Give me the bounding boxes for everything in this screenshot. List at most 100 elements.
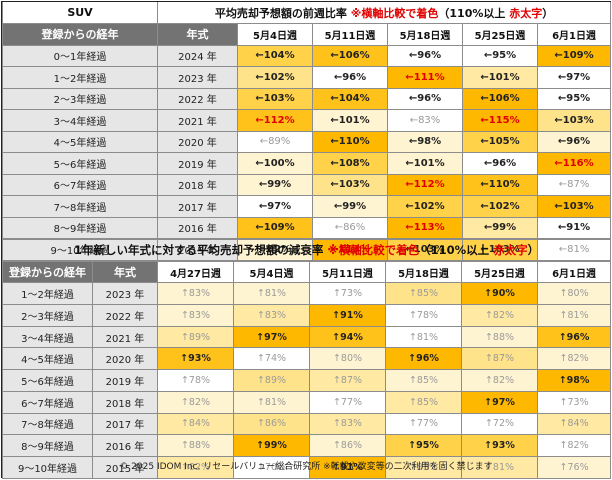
value-cell: ↑97% [461,390,538,414]
value-cell: ←104% [237,44,313,67]
table-row: 7～8年経過 2017 年 ←97% ←99% ←102% ←102% ←103% [2,195,612,218]
table2-title-text: 1年新しい年式に対する平均売却予想額の減衰率 [73,243,324,258]
value-cell: ←103% [536,109,612,132]
col-header-week: 5月11日週 [309,260,386,284]
value-cell: ↑81% [461,455,538,479]
table-row: 5～6年経過 2019 年 ↑78% ↑89% ↑87% ↑85% ↑82% ↑98% [2,369,612,392]
table1-note-red: ※横軸比較で着色 [350,6,439,20]
value-cell: ↑81% [536,304,612,327]
value-cell: ←83% [387,109,463,132]
row-label-year: 2019 年 [92,369,158,392]
table-row: 9～10年経過 2015 年 ↑82% ↑70% ↑91% ↑83% ↑81% ↑76% [2,455,612,479]
row-label-year: 2023 年 [92,282,158,306]
value-cell: ↑74% [233,347,310,371]
value-cell: ↑82% [461,369,538,392]
value-cell: ↑85% [385,390,462,414]
value-cell: ←103% [536,195,612,218]
value-cell: ↑97% [233,325,310,349]
row-label-age: 8～9年経過 [2,434,93,457]
table-row: 2～3年経過 2022 年 ↑83% ↑83% ↑91% ↑78% ↑82% ↑81% [2,304,612,327]
row-label-age: 4～5年経過 [2,347,93,371]
col-header-week: 5月25日週 [461,260,538,284]
value-cell: ←96% [536,130,612,153]
value-cell: ←116% [536,152,612,175]
value-cell: ↑84% [157,412,234,436]
col-header-age: 登録からの経年 [2,260,93,284]
row-label-age: 9～10年経過 [2,455,93,479]
value-cell: ↑73% [309,282,386,306]
col-header-week: 5月18日週 [385,260,462,284]
col-header-week: 5月18日週 [387,23,463,46]
value-cell: ↑82% [536,434,612,457]
value-cell: ←97% [536,66,612,89]
value-cell: ↑91% [309,304,386,327]
value-cell: ↑89% [233,369,310,392]
value-cell: ↑81% [385,325,462,349]
value-cell: ←108% [312,152,388,175]
value-cell: ↑83% [309,412,386,436]
table-row: 4～5年経過 2020 年 ←89% ←110% ←98% ←105% ←96% [2,130,612,153]
row-label-year: 2016 年 [92,434,158,457]
table2-title: 1年新しい年式に対する平均売却予想額の減衰率 ※横軸比較で着色（110%以上 赤… [2,239,611,262]
col-header-year: 年式 [157,23,238,46]
value-cell: ↑86% [233,412,310,436]
row-label-year: 2021 年 [92,325,158,349]
category-label: SUV [2,2,158,24]
value-cell: ←109% [237,216,313,239]
value-cell: ↑70% [233,455,310,479]
value-cell: ←101% [462,66,538,89]
table-row: 7～8年経過 2017 年 ↑84% ↑86% ↑83% ↑77% ↑72% ↑84% [2,412,612,436]
value-cell: ↑98% [536,369,612,392]
value-cell: ←113% [387,216,463,239]
value-cell: ↑82% [461,304,538,327]
table-row: 1～2年経過 2023 年 ←102% ←96% ←111% ←101% ←97% [2,66,612,89]
value-cell: ←110% [462,173,538,196]
table-row: 0～1年経過 2024 年 ←104% ←106% ←96% ←95% ←109% [2,44,612,67]
col-header-year: 年式 [92,260,158,284]
table2-note-red2: 赤太字 [493,243,528,258]
row-label-year: 2017 年 [92,412,158,436]
value-cell: ←110% [312,130,388,153]
value-cell: ←102% [462,195,538,218]
value-cell: ↑94% [309,325,386,349]
value-cell: ←100% [237,152,313,175]
value-cell: ↑77% [385,412,462,436]
value-cell: ←103% [237,87,313,110]
table-row: 1～2年経過 2023 年 ↑83% ↑81% ↑73% ↑85% ↑90% ↑80% [2,282,612,306]
table-row: 6～7年経過 2018 年 ↑82% ↑81% ↑77% ↑85% ↑97% ↑73% [2,390,612,414]
row-label-year: 2024 年 [157,44,238,67]
value-cell: ↑76% [536,455,612,479]
value-cell: ←111% [387,66,463,89]
row-label-age: 7～8年経過 [2,195,158,218]
col-header-week: 5月4日週 [233,260,310,284]
value-cell: ↑77% [309,390,386,414]
value-cell: ↑85% [385,282,462,306]
row-label-age: 6～7年経過 [2,173,158,196]
col-header-week: 4月27日週 [157,260,234,284]
table1-title: 平均売却予想額の前週比率 ※横軸比較で着色（110%以上 赤太字） [156,2,612,24]
value-cell: ↑80% [536,282,612,306]
table-row: 2～3年経過 2022 年 ←103% ←104% ←96% ←106% ←95% [2,87,612,110]
table2-note-black: （110%以上 [419,243,494,258]
value-cell: ↑82% [536,347,612,371]
value-cell: ↑93% [157,347,234,371]
value-cell: ↑96% [536,325,612,349]
table-row: 8～9年経過 2016 年 ↑88% ↑99% ↑86% ↑95% ↑93% ↑82% [2,434,612,457]
row-label-age: 6～7年経過 [2,390,93,414]
value-cell: ←96% [312,66,388,89]
row-label-age: 5～6年経過 [2,152,158,175]
value-cell: ↑83% [157,282,234,306]
value-cell: ←96% [387,44,463,67]
value-cell: ↑96% [385,347,462,371]
value-cell: ←112% [237,109,313,132]
row-label-age: 2～3年経過 [2,304,93,327]
value-cell: ←106% [462,87,538,110]
value-cell: ←89% [237,130,313,153]
value-cell: ←101% [312,109,388,132]
row-label-year: 2017 年 [157,195,238,218]
col-header-week: 6月1日週 [536,23,612,46]
row-label-age: 7～8年経過 [2,412,93,436]
value-cell: ↑90% [461,282,538,306]
row-label-age: 3～4年経過 [2,325,93,349]
